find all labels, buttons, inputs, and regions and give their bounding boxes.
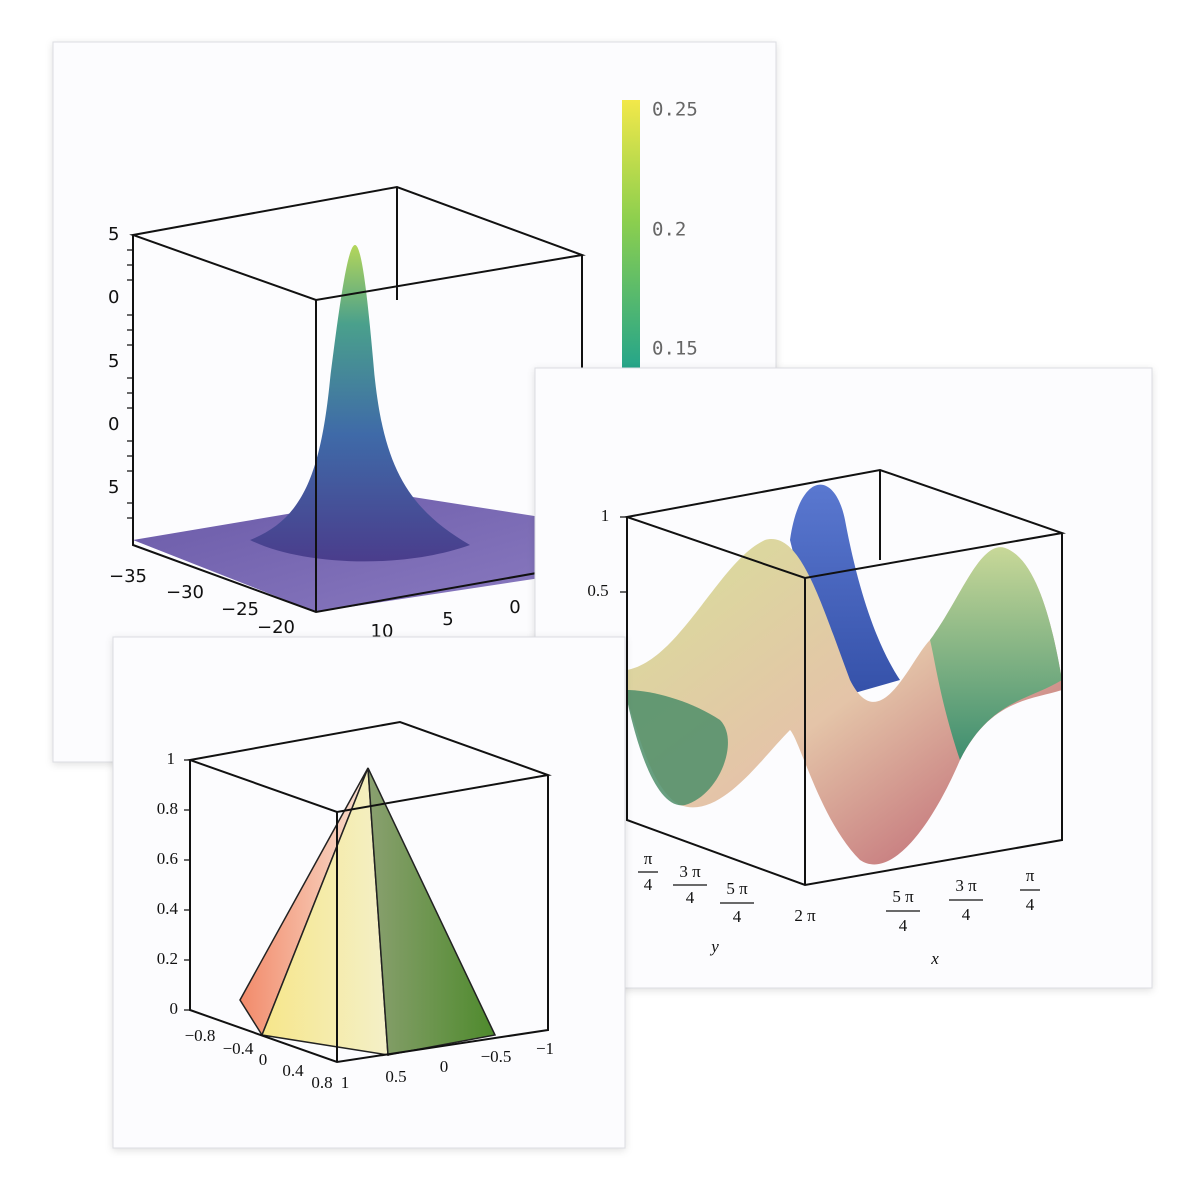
y-tick-label: 2 π — [794, 906, 816, 925]
numerator: 5 π — [892, 887, 914, 906]
colorbar — [622, 100, 640, 368]
z-tick-label: 1 — [601, 506, 610, 525]
z-tick-label: 0.8 — [157, 799, 178, 818]
z-tick-label: 5 — [108, 351, 119, 372]
x-tick-label: −20 — [257, 617, 295, 638]
panel-3: 1 0.8 0.6 0.4 0.2 0 −0.8 −0.4 0 0.4 0.8 … — [112, 636, 626, 1149]
z-tick-label: 0 — [108, 287, 119, 308]
z-tick-label: 0.5 — [587, 581, 608, 600]
y-tick-label: −1 — [536, 1039, 554, 1058]
x-axis-label: x — [930, 949, 939, 968]
z-tick-label: 5 — [108, 477, 119, 498]
numerator: π — [1026, 866, 1035, 885]
colorbar-label: 0.2 — [652, 219, 686, 241]
z-tick-label: 0 — [170, 999, 179, 1018]
y-tick-label: 0.5 — [385, 1067, 406, 1086]
colorbar-label: 0.25 — [652, 99, 698, 121]
surface-peak — [250, 245, 470, 562]
denominator: 4 — [733, 907, 742, 926]
x-tick-label: 0 — [259, 1050, 268, 1069]
x-tick-label: −0.8 — [185, 1026, 216, 1045]
denominator: 4 — [962, 905, 971, 924]
z-tick-label: 0 — [108, 414, 119, 435]
z-tick-label: 0.2 — [157, 949, 178, 968]
x-tick-label: −30 — [166, 582, 204, 603]
y-tick-label: 3 π 4 — [673, 862, 707, 907]
numerator: 3 π — [955, 876, 977, 895]
z-ticks — [620, 516, 627, 593]
y-tick-label: −0.5 — [481, 1047, 512, 1066]
numerator: 3 π — [679, 862, 701, 881]
x-tick-label: −35 — [109, 566, 147, 587]
z-tick-label: 0.4 — [157, 899, 179, 918]
denominator: 4 — [1026, 895, 1035, 914]
y-tick-label: 5 π 4 — [720, 879, 754, 926]
y-tick-label: 5 — [442, 609, 453, 630]
y-axis-label: y — [709, 937, 719, 956]
surface-green-left — [627, 690, 728, 806]
x-tick-label: 0.4 — [282, 1061, 304, 1080]
x-tick-label: 3 π 4 — [949, 876, 983, 924]
z-ticks — [127, 249, 133, 519]
surface-green-right — [930, 547, 1062, 760]
panel-2: 1 0.5 π 4 3 π 4 5 π 4 2 π 5 π 4 3 π 4 — [534, 367, 1153, 989]
z-tick-label: 5 — [108, 224, 119, 245]
x-tick-label: −0.4 — [223, 1039, 254, 1058]
y-tick-label: π 4 — [638, 849, 658, 894]
denominator: 4 — [686, 888, 695, 907]
axes-box — [623, 468, 1066, 887]
axes-box — [129, 185, 586, 614]
x-tick-label: 0.8 — [311, 1073, 332, 1092]
z-ticks — [184, 759, 190, 1011]
z-tick-label: 1 — [167, 749, 176, 768]
y-tick-label: 1 — [341, 1073, 350, 1092]
denominator: 4 — [899, 916, 908, 935]
pyramid-face — [367, 767, 497, 1056]
z-tick-label: 0.6 — [157, 849, 178, 868]
axes-box — [186, 720, 552, 1064]
denominator: 4 — [644, 875, 653, 894]
numerator: 5 π — [726, 879, 748, 898]
x-tick-label: −25 — [221, 599, 259, 620]
y-tick-label: 0 — [440, 1057, 449, 1076]
numerator: π — [644, 849, 653, 868]
colorbar-label: 0.15 — [652, 338, 698, 360]
y-tick-label: 0 — [509, 597, 520, 618]
x-tick-label: 5 π 4 — [886, 887, 920, 935]
x-tick-label: π 4 — [1020, 866, 1040, 914]
